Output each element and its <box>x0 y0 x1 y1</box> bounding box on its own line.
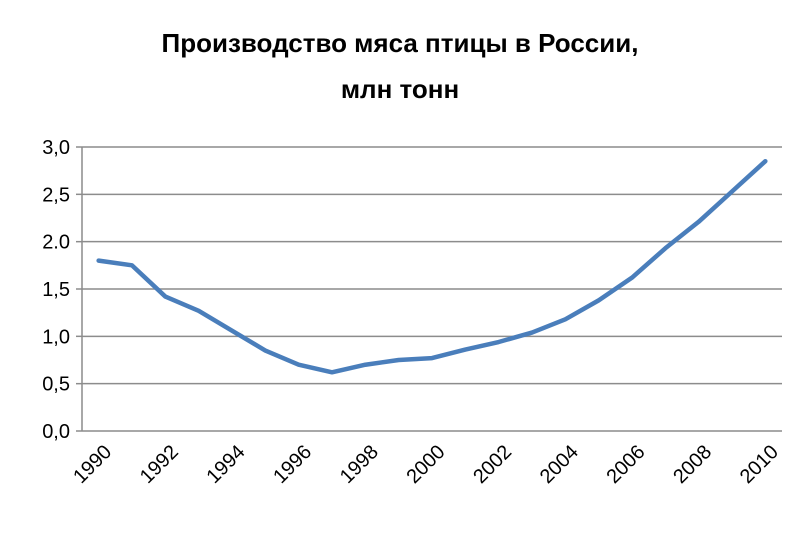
y-tick-label: 0,5 <box>42 374 70 396</box>
x-tick-label: 1990 <box>69 441 116 488</box>
x-tick-label: 2002 <box>469 441 516 488</box>
y-tick-label: 2.0 <box>42 232 70 254</box>
x-tick-label: 1998 <box>336 441 383 488</box>
chart-title: Производство мяса птицы в России, <box>162 28 639 58</box>
x-tick-label: 1994 <box>203 441 250 488</box>
x-tick-label: 2004 <box>536 441 583 488</box>
line-series <box>96 158 768 375</box>
chart-title: млн тонн <box>341 74 459 104</box>
y-tick-label: 1,5 <box>42 279 70 301</box>
y-tick-label: 2,5 <box>42 184 70 206</box>
x-tick-label: 2000 <box>403 441 450 488</box>
x-tick-label: 2010 <box>736 441 783 488</box>
x-tick-label: 2006 <box>603 441 650 488</box>
x-tick-label: 1996 <box>269 441 316 488</box>
x-tick-label: 2008 <box>669 441 716 488</box>
y-tick-label: 1,0 <box>42 326 70 348</box>
y-tick-label: 3,0 <box>42 137 70 159</box>
x-tick-label: 1992 <box>136 441 183 488</box>
y-tick-label: 0,0 <box>42 421 70 443</box>
